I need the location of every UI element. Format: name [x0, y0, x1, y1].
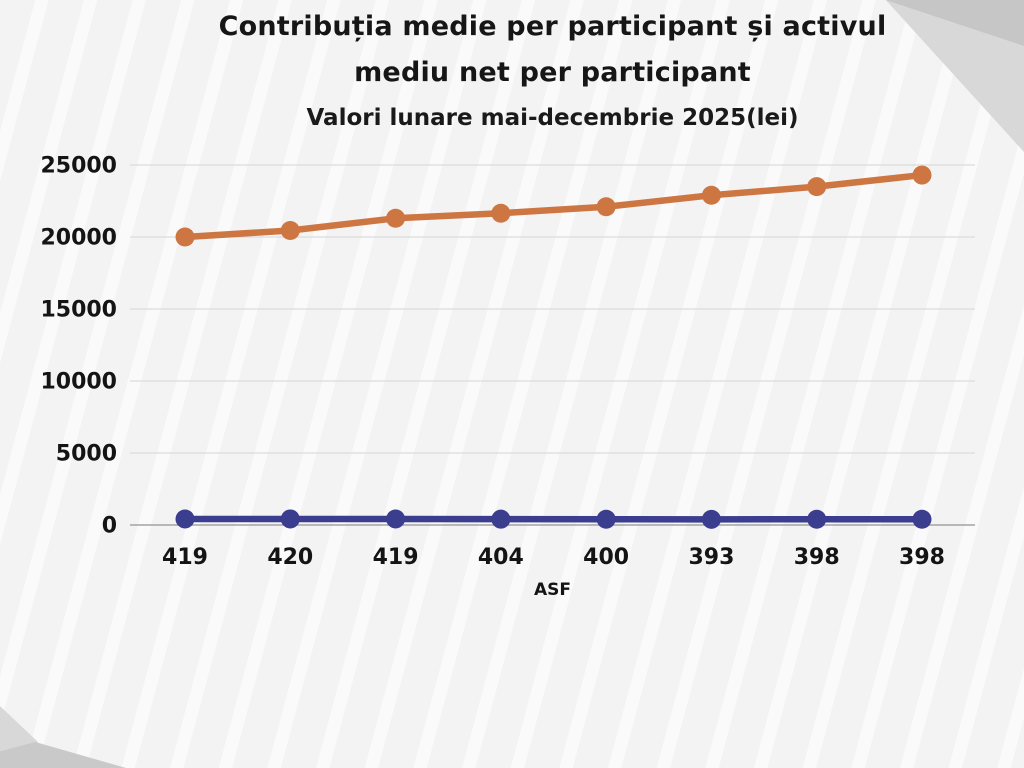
- x-tick-label: 419: [373, 545, 419, 570]
- data-point-series-1: [701, 185, 721, 205]
- x-tick-label: 400: [583, 545, 629, 570]
- data-point-series-1: [807, 177, 827, 197]
- y-tick-label: 5000: [56, 441, 117, 466]
- chart-subtitle: Valori lunare mai-decembrie 2025(lei): [306, 105, 799, 131]
- data-point-series-1: [280, 221, 300, 241]
- data-point-series-2: [701, 509, 721, 529]
- data-point-series-1: [912, 165, 932, 185]
- chart-title-line2: mediu net per participant: [354, 57, 751, 88]
- data-point-series-1: [596, 197, 616, 217]
- data-point-series-1: [491, 203, 511, 223]
- y-tick-label: 0: [102, 513, 117, 538]
- data-point-series-2: [596, 509, 616, 529]
- x-tick-label: 398: [794, 545, 840, 570]
- data-point-series-2: [807, 509, 827, 529]
- data-point-series-1: [386, 208, 406, 228]
- y-tick-label: 15000: [40, 297, 117, 322]
- data-point-series-2: [175, 509, 195, 529]
- title-block: Contribuția medie per participant și act…: [130, 4, 975, 131]
- data-point-series-2: [280, 509, 300, 529]
- y-tick-label: 10000: [40, 369, 117, 394]
- line-chart: 0 5000 10000 15000 20000 25000 419 420 419 404 400…: [40, 153, 975, 600]
- x-tick-label: 420: [267, 545, 313, 570]
- data-point-series-2: [912, 509, 932, 529]
- x-axis-title: ASF: [534, 580, 571, 600]
- data-point-series-2: [386, 509, 406, 529]
- corner-triangle-bottom-left-light: [0, 706, 38, 761]
- series-line-1: [181, 171, 926, 241]
- data-point-series-1: [175, 227, 195, 247]
- x-tick-label: 398: [899, 545, 945, 570]
- y-tick-label: 20000: [40, 225, 117, 250]
- data-point-series-2: [491, 509, 511, 529]
- x-tick-label: 419: [162, 545, 208, 570]
- x-tick-label: 404: [478, 545, 524, 570]
- corner-triangle-bottom-left-dark: [0, 742, 126, 768]
- x-tick-label: 393: [688, 545, 734, 570]
- chart-title-line1: Contribuția medie per participant și act…: [218, 11, 887, 42]
- y-tick-label: 25000: [40, 153, 117, 178]
